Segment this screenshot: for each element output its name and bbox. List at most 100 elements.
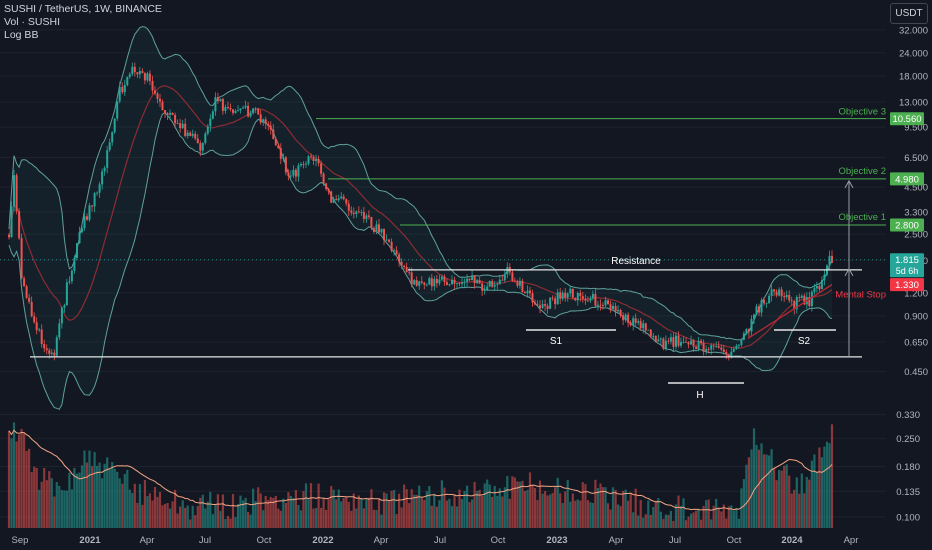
volume-bar xyxy=(788,475,791,528)
candle xyxy=(466,274,469,287)
candle-body xyxy=(335,199,338,201)
candle xyxy=(164,110,166,118)
candle xyxy=(78,226,81,244)
volume-tick-label: 0.180 xyxy=(896,462,920,473)
candle-body xyxy=(669,337,672,342)
candle-body xyxy=(813,288,816,292)
candles xyxy=(8,62,833,361)
candle xyxy=(516,279,519,288)
volume-bar xyxy=(629,493,632,528)
volume-bar xyxy=(58,485,61,528)
candle xyxy=(622,312,625,326)
volume-bar xyxy=(692,512,695,528)
candle-body xyxy=(513,280,516,282)
candle-body xyxy=(775,291,778,296)
candle xyxy=(403,264,406,270)
volume-bar xyxy=(393,490,396,528)
candle xyxy=(604,296,607,307)
volume-bar xyxy=(400,507,403,528)
candle-body xyxy=(783,296,786,298)
currency-button[interactable]: USDT xyxy=(890,3,928,24)
candle-body xyxy=(146,73,149,81)
candle xyxy=(566,292,569,302)
candle-body xyxy=(710,345,713,350)
candle-body xyxy=(556,292,559,305)
candle-body xyxy=(425,284,428,286)
candle xyxy=(93,191,96,213)
volume-bar xyxy=(614,489,617,528)
candle xyxy=(820,276,823,290)
candle-body xyxy=(617,309,620,312)
volume-bar xyxy=(257,487,260,528)
candle-body xyxy=(808,297,811,306)
candle-body xyxy=(662,338,665,349)
candle-body xyxy=(121,86,124,93)
volume-bar xyxy=(715,498,718,528)
candle-body xyxy=(820,280,823,290)
candle xyxy=(123,79,126,96)
candle xyxy=(116,101,119,121)
candle xyxy=(252,107,255,115)
symbol-title[interactable]: SUSHI / TetherUS, 1W, BINANCE xyxy=(4,3,162,15)
candle xyxy=(461,277,463,288)
candle-body xyxy=(758,306,760,313)
candle-body xyxy=(551,297,554,299)
volume-bar xyxy=(768,455,771,528)
volume-bar xyxy=(302,491,305,528)
volume-bar xyxy=(370,489,373,528)
candle xyxy=(257,107,260,115)
candle xyxy=(491,279,494,288)
candle xyxy=(778,287,781,297)
candle-body xyxy=(370,217,373,228)
bollinger-fill xyxy=(9,26,832,410)
volume-bar xyxy=(236,504,240,528)
candle xyxy=(561,290,564,301)
candle-body xyxy=(785,294,788,298)
volume-bar xyxy=(45,480,48,528)
candle-body xyxy=(224,107,227,111)
volume-bar xyxy=(773,468,776,528)
candle-body xyxy=(498,279,501,284)
candle-body xyxy=(148,73,151,81)
candle-body xyxy=(476,280,479,284)
candle xyxy=(501,274,504,281)
volume-bar xyxy=(727,506,730,528)
volume-bar xyxy=(677,495,680,528)
volume-bar xyxy=(538,480,542,528)
candle xyxy=(244,100,247,110)
volume-tick-label: 0.100 xyxy=(896,513,920,524)
candle-body xyxy=(48,350,51,354)
volume-bar xyxy=(644,514,647,528)
volume-bar xyxy=(732,510,735,528)
candle-body xyxy=(138,71,141,75)
volume-bar xyxy=(247,512,250,528)
candle-body xyxy=(760,300,763,313)
price-badge xyxy=(890,172,924,186)
volume-bar xyxy=(325,510,328,528)
candle-body xyxy=(156,93,159,99)
candle xyxy=(634,313,637,326)
candle xyxy=(10,201,13,238)
volume-bar xyxy=(742,479,745,528)
candle-body xyxy=(60,307,63,324)
candle-body xyxy=(554,298,557,305)
volume-bar xyxy=(622,490,625,528)
candle-body xyxy=(823,274,826,281)
volume-indicator-label[interactable]: Vol · SUSHI xyxy=(4,16,61,28)
volume-bar xyxy=(702,505,705,528)
candle-body xyxy=(438,279,441,284)
bollinger-indicator-label[interactable]: Log BB xyxy=(4,29,39,41)
objective-1-label: Objective 1 xyxy=(838,212,886,223)
candle xyxy=(206,124,209,136)
candle xyxy=(702,339,705,356)
candle-body xyxy=(171,112,174,115)
volume-bar xyxy=(672,521,675,528)
candle xyxy=(194,131,197,141)
candle-body xyxy=(750,318,753,332)
volume-bar xyxy=(526,489,529,528)
candle-body xyxy=(747,329,750,332)
candle xyxy=(106,146,109,174)
volume-bar xyxy=(664,514,667,528)
volume-bar xyxy=(785,464,788,528)
